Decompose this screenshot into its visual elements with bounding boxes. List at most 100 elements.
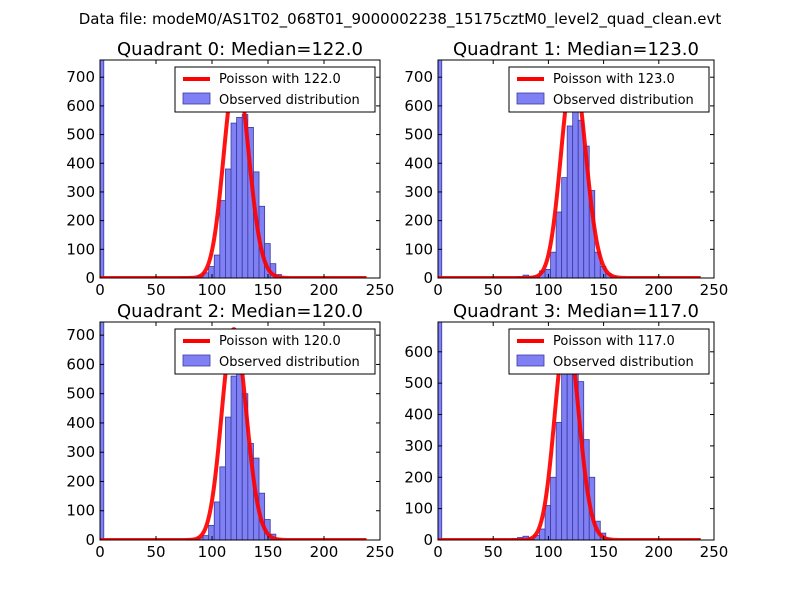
legend-patch-swatch: [516, 92, 545, 105]
histogram-bar: [555, 211, 563, 278]
subplot-title: Quadrant 3: Median=117.0: [453, 301, 699, 322]
subplot-3: 0 50 100 150 200 250 0 100 200 300 400 500 600 Quadra…: [404, 301, 728, 561]
subplot-title: Quadrant 0: Median=122.0: [117, 39, 363, 60]
legend-patch-swatch: [182, 354, 211, 367]
histogram-bar: [566, 125, 574, 278]
histogram-bar: [561, 360, 568, 540]
y-tick-label: 100: [404, 240, 433, 258]
y-tick-label: 600: [404, 343, 433, 361]
subplot-title: Quadrant 2: Median=120.0: [117, 301, 363, 322]
y-tick-label: 300: [66, 443, 95, 461]
x-tick-label: 250: [366, 543, 395, 561]
legend: Poisson with 123.0 Observed distribution: [508, 66, 710, 113]
x-tick-label: 150: [589, 543, 618, 561]
histogram-bar: [544, 505, 552, 540]
y-tick-label: 300: [66, 183, 95, 201]
figure-suptitle: Data file: modeM0/AS1T02_068T01_90000022…: [79, 10, 722, 29]
y-tick-label: 300: [404, 183, 433, 201]
legend-box: [174, 66, 376, 113]
histogram-bar: [566, 351, 574, 540]
x-tick-label: 0: [433, 281, 443, 299]
y-tick-label: 300: [404, 437, 433, 455]
histogram-bar: [230, 122, 238, 278]
x-tick-label: 250: [366, 281, 395, 299]
y-tick-label: 200: [404, 468, 433, 486]
x-tick-label: 200: [310, 281, 339, 299]
x-tick-label: 50: [484, 281, 503, 299]
histogram-bar: [555, 421, 563, 540]
y-tick-label: 400: [66, 154, 95, 172]
y-tick-label: 700: [66, 68, 95, 86]
legend-box: [508, 328, 710, 375]
x-tick-label: 200: [310, 543, 339, 561]
y-tick-label: 200: [66, 212, 95, 230]
legend: Poisson with 122.0 Observed distribution: [174, 66, 376, 113]
y-tick-label: 700: [404, 68, 433, 86]
legend: Poisson with 120.0 Observed distribution: [174, 328, 376, 375]
x-tick-label: 50: [146, 543, 165, 561]
legend: Poisson with 117.0 Observed distribution: [508, 328, 710, 375]
axes-frame: [99, 59, 381, 279]
legend-box: [508, 66, 710, 113]
y-tick-label: 500: [404, 374, 433, 392]
y-tick-label: 600: [66, 97, 95, 115]
y-tick-label: 500: [404, 126, 433, 144]
y-tick-label: 500: [66, 126, 95, 144]
y-tick-label: 600: [66, 355, 95, 373]
x-tick-label: 150: [254, 543, 283, 561]
x-tick-label: 100: [534, 543, 563, 561]
histogram-bar: [225, 416, 232, 540]
y-tick-label: 0: [423, 269, 433, 287]
x-tick-label: 0: [433, 543, 443, 561]
y-tick-label: 100: [404, 500, 433, 518]
legend-patch-swatch: [182, 92, 211, 105]
x-tick-label: 250: [700, 543, 729, 561]
y-tick-label: 0: [85, 269, 95, 287]
legend-label-observed: Observed distribution: [219, 355, 360, 370]
y-tick-label: 100: [66, 502, 95, 520]
y-tick-label: 600: [404, 97, 433, 115]
y-tick-label: 200: [66, 472, 95, 490]
histogram-bar: [219, 466, 226, 540]
legend-label-observed: Observed distribution: [553, 355, 694, 370]
histogram-bar: [225, 168, 232, 278]
x-tick-label: 50: [146, 281, 165, 299]
x-tick-label: 150: [589, 281, 618, 299]
x-tick-label: 250: [700, 281, 729, 299]
x-tick-label: 100: [198, 281, 227, 299]
axes-frame: [437, 321, 715, 541]
legend-label-observed: Observed distribution: [219, 93, 360, 108]
histogram-bar: [544, 268, 552, 278]
x-tick-label: 0: [95, 543, 105, 561]
legend-label-poisson: Poisson with 123.0: [553, 72, 675, 87]
x-tick-label: 50: [484, 543, 503, 561]
histogram-bar: [550, 251, 557, 278]
subplot-0: 0 50 100 150 200 250 0 100 200 300 400 500 600 700 Qua…: [66, 39, 394, 299]
histogram-bar: [208, 266, 215, 278]
legend-label-poisson: Poisson with 122.0: [219, 72, 341, 87]
y-tick-label: 0: [85, 531, 95, 549]
axes-frame: [99, 321, 381, 541]
histogram-bar-zero: [100, 322, 105, 540]
histogram-bar: [230, 375, 238, 540]
histogram-bar-zero: [438, 60, 443, 278]
x-tick-label: 100: [534, 281, 563, 299]
axes-frame: [437, 59, 715, 279]
x-tick-label: 200: [644, 281, 673, 299]
y-tick-label: 400: [404, 154, 433, 172]
subplot-title: Quadrant 1: Median=123.0: [453, 39, 699, 60]
subplot-1: 0 50 100 150 200 250 0 100 200 300 400 500 600 700 Qua…: [404, 39, 728, 299]
histogram-bar: [208, 524, 215, 540]
legend-box: [174, 328, 376, 375]
histogram-bar: [236, 116, 243, 278]
histogram-bar: [202, 535, 210, 540]
y-tick-label: 0: [423, 531, 433, 549]
y-tick-label: 100: [66, 240, 95, 258]
histogram-bar: [539, 528, 546, 540]
legend-label-poisson: Poisson with 120.0: [219, 334, 341, 349]
histogram-bar: [561, 177, 568, 278]
x-tick-label: 200: [644, 543, 673, 561]
histogram-bar: [213, 254, 221, 278]
x-tick-label: 100: [198, 543, 227, 561]
